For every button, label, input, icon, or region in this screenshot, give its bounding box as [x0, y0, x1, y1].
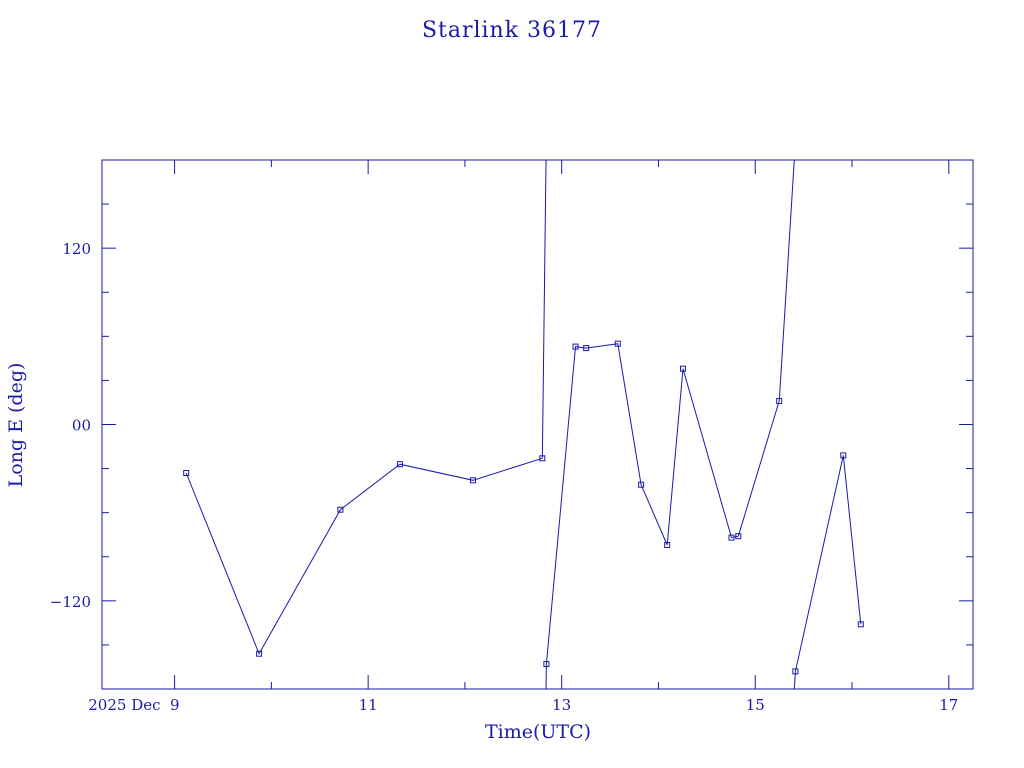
data-point — [572, 343, 579, 350]
y-tick-label: 120 — [62, 240, 91, 258]
data-point — [680, 365, 686, 372]
series-line-segment — [545, 343, 780, 665]
wrap-connector — [541, 160, 547, 459]
data-point — [728, 534, 735, 541]
data-point — [539, 455, 546, 462]
data-point — [776, 398, 783, 404]
data-point — [583, 345, 590, 352]
data-point — [840, 452, 847, 459]
y-tick-label: −120 — [50, 593, 91, 611]
axis-ticks — [102, 160, 973, 689]
data-point — [396, 461, 403, 468]
data-point — [470, 477, 476, 484]
data-point — [857, 621, 864, 628]
x-tick-label: 2025 Dec 9 — [88, 696, 179, 714]
data-point — [543, 661, 550, 667]
chart-title: Starlink 36177 — [422, 18, 602, 43]
x-axis-label: Time(UTC) — [485, 721, 591, 743]
y-axis-label: Long E (deg) — [5, 363, 27, 488]
data-point — [183, 470, 190, 476]
series-line-segment — [185, 457, 543, 655]
x-tick-label: 17 — [939, 696, 958, 714]
data-point — [337, 506, 344, 513]
data-point — [638, 481, 645, 488]
series-line-segment — [794, 455, 862, 672]
series-markers — [183, 340, 864, 675]
axis-tick-labels: 2025 Dec 9 11 13 15 17 120 00 −120 — [50, 240, 959, 714]
wrap-connector — [778, 160, 795, 402]
series-lines — [185, 160, 862, 689]
y-tick-label: 00 — [72, 417, 91, 435]
data-point — [735, 533, 742, 540]
data-point — [792, 668, 799, 675]
x-tick-label: 15 — [746, 696, 765, 714]
x-tick-label: 13 — [552, 696, 571, 714]
plot-frame — [101, 159, 974, 690]
data-point — [614, 340, 621, 347]
data-point — [664, 542, 671, 548]
data-point — [256, 650, 263, 657]
x-tick-label: 11 — [359, 696, 378, 714]
